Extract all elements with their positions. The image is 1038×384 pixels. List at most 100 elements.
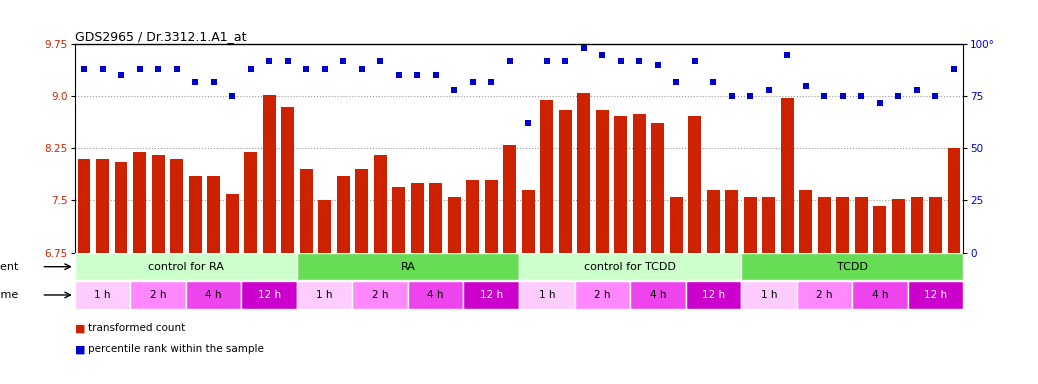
Bar: [852, 281, 907, 309]
Bar: [558, 110, 572, 253]
Bar: [114, 162, 128, 253]
Text: 12 h: 12 h: [702, 290, 725, 300]
Bar: [186, 281, 241, 309]
Bar: [430, 183, 442, 253]
Bar: [837, 197, 849, 253]
Bar: [574, 281, 630, 309]
Bar: [707, 190, 719, 253]
Bar: [189, 176, 201, 253]
Text: ■: ■: [75, 323, 85, 333]
Point: [668, 79, 685, 85]
Point: [742, 93, 759, 99]
Point: [206, 79, 222, 85]
Bar: [763, 197, 775, 253]
Text: 4 h: 4 h: [206, 290, 222, 300]
Bar: [485, 180, 497, 253]
Point: [261, 58, 277, 64]
Bar: [948, 148, 960, 253]
Bar: [411, 183, 424, 253]
Point: [76, 66, 92, 72]
Text: 1 h: 1 h: [317, 290, 333, 300]
Text: time: time: [0, 290, 19, 300]
Point: [816, 93, 832, 99]
Point: [908, 87, 925, 93]
Bar: [503, 145, 516, 253]
Point: [835, 93, 851, 99]
Bar: [726, 190, 738, 253]
Point: [723, 93, 740, 99]
Bar: [241, 281, 297, 309]
Bar: [799, 190, 813, 253]
Text: 2 h: 2 h: [594, 290, 610, 300]
Point: [187, 79, 203, 85]
Bar: [319, 200, 331, 253]
Point: [612, 58, 629, 64]
Point: [594, 51, 610, 58]
Point: [372, 58, 388, 64]
Bar: [781, 98, 794, 253]
Point: [575, 45, 592, 51]
Bar: [652, 122, 664, 253]
Bar: [818, 197, 830, 253]
Bar: [133, 152, 146, 253]
Bar: [447, 197, 461, 253]
Point: [650, 62, 666, 68]
Bar: [910, 197, 924, 253]
Point: [131, 66, 147, 72]
Bar: [855, 197, 868, 253]
Bar: [131, 281, 186, 309]
Text: ■: ■: [75, 344, 85, 354]
Bar: [208, 176, 220, 253]
Point: [113, 72, 130, 78]
Bar: [75, 253, 297, 280]
Bar: [741, 253, 963, 280]
Bar: [352, 281, 408, 309]
Bar: [336, 176, 350, 253]
Text: 12 h: 12 h: [924, 290, 947, 300]
Point: [780, 51, 796, 58]
Point: [279, 58, 296, 64]
Text: control for TCDD: control for TCDD: [584, 262, 676, 272]
Point: [686, 58, 703, 64]
Bar: [685, 281, 741, 309]
Bar: [300, 169, 312, 253]
Bar: [929, 197, 941, 253]
Bar: [75, 281, 131, 309]
Bar: [874, 206, 886, 253]
Point: [891, 93, 907, 99]
Point: [446, 87, 463, 93]
Text: 1 h: 1 h: [94, 290, 111, 300]
Bar: [263, 95, 275, 253]
Point: [872, 99, 889, 106]
Bar: [170, 159, 183, 253]
Bar: [225, 194, 239, 253]
Bar: [577, 93, 591, 253]
Text: 2 h: 2 h: [372, 290, 388, 300]
Point: [149, 66, 166, 72]
Point: [353, 66, 370, 72]
Point: [242, 66, 258, 72]
Bar: [519, 281, 575, 309]
Point: [298, 66, 315, 72]
Point: [539, 58, 555, 64]
Point: [94, 66, 111, 72]
Text: 12 h: 12 h: [480, 290, 502, 300]
Point: [483, 79, 499, 85]
Text: 4 h: 4 h: [650, 290, 666, 300]
Text: 2 h: 2 h: [149, 290, 166, 300]
Text: 4 h: 4 h: [428, 290, 444, 300]
Point: [631, 58, 648, 64]
Bar: [541, 100, 553, 253]
Bar: [630, 281, 685, 309]
Bar: [297, 253, 519, 280]
Point: [761, 87, 777, 93]
Bar: [75, 253, 963, 287]
Point: [946, 66, 962, 72]
Bar: [741, 281, 797, 309]
Bar: [152, 155, 164, 253]
Text: 2 h: 2 h: [816, 290, 832, 300]
Text: 1 h: 1 h: [539, 290, 555, 300]
Bar: [633, 114, 646, 253]
Bar: [297, 281, 353, 309]
Point: [317, 66, 333, 72]
